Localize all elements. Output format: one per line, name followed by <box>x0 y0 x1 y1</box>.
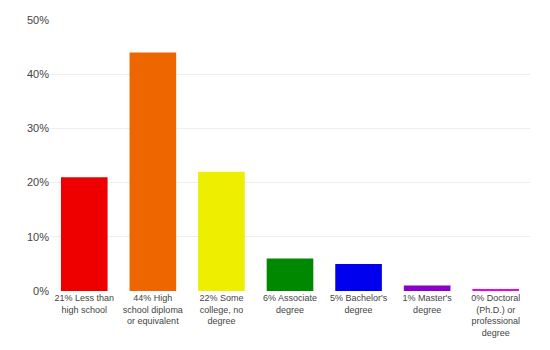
svg-text:40%: 40% <box>27 68 49 80</box>
svg-text:21% Less thanhigh school: 21% Less thanhigh school <box>55 293 115 315</box>
svg-text:1% Master'sdegree: 1% Master'sdegree <box>403 293 453 315</box>
svg-text:0%: 0% <box>33 285 49 297</box>
svg-text:0% Doctoral(Ph.D.) orprofessio: 0% Doctoral(Ph.D.) orprofessionaldegree <box>471 293 520 338</box>
svg-text:5% Bachelor'sdegree: 5% Bachelor'sdegree <box>330 293 388 315</box>
svg-text:44% Highschool diplomaor equiv: 44% Highschool diplomaor equivalent <box>123 293 183 326</box>
svg-text:50%: 50% <box>27 14 49 26</box>
svg-text:22% Somecollege, nodegree: 22% Somecollege, nodegree <box>199 293 243 326</box>
svg-text:30%: 30% <box>27 122 49 134</box>
svg-text:6% Associatedegree: 6% Associatedegree <box>263 293 317 315</box>
svg-text:10%: 10% <box>27 231 49 243</box>
svg-text:20%: 20% <box>27 176 49 188</box>
